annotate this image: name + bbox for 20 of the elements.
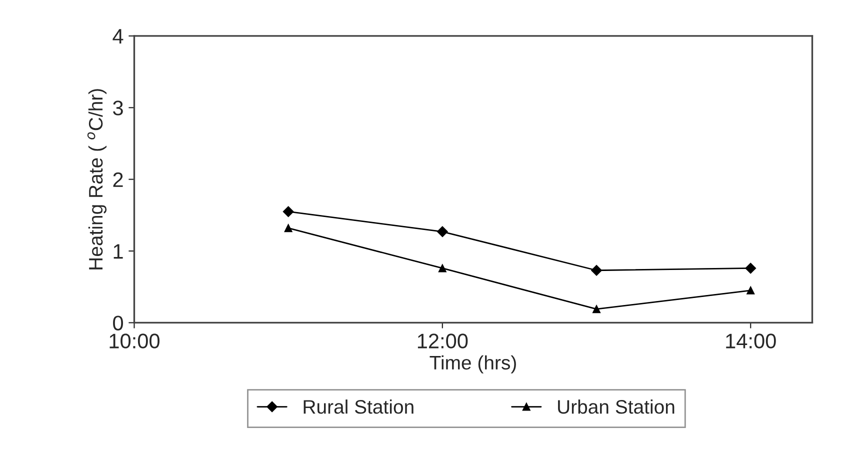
y-tick-label: 1 bbox=[114, 244, 123, 259]
point bbox=[282, 206, 294, 218]
y-tick-label: 3 bbox=[113, 100, 123, 116]
y-tick-label: 2 bbox=[113, 172, 123, 187]
x-axis-title: Time (hrs) bbox=[430, 355, 516, 374]
point bbox=[436, 226, 448, 238]
y-tick-label: 4 bbox=[112, 29, 124, 44]
point bbox=[592, 305, 601, 314]
point bbox=[438, 264, 446, 272]
x-tick-label: 14:00 bbox=[726, 334, 776, 348]
legend-label: Rural Station bbox=[304, 399, 414, 414]
x-tick-label: 12:00 bbox=[418, 334, 468, 348]
point bbox=[745, 262, 756, 274]
y-tick-label: 0 bbox=[113, 316, 124, 330]
y-axis-title: Heating Rate ( $^{o}$C/hr) bbox=[87, 89, 107, 270]
legend-label: Urban Station bbox=[558, 399, 674, 414]
point bbox=[591, 264, 602, 276]
point bbox=[284, 224, 292, 232]
x-tick-label: 10:00 bbox=[110, 334, 160, 348]
point bbox=[746, 286, 755, 294]
